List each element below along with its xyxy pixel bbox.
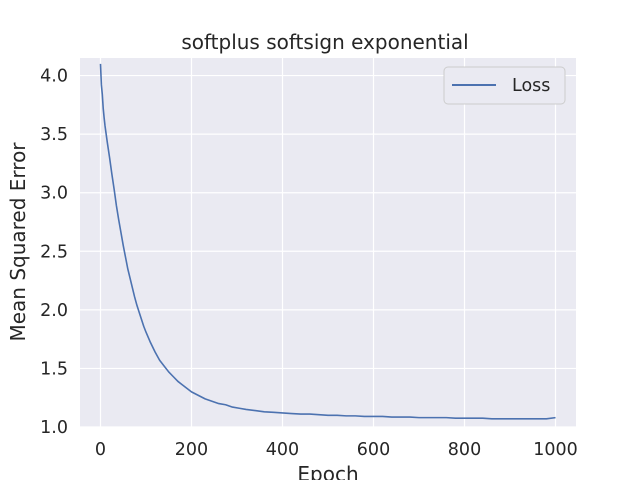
- x-tick-label: 400: [266, 440, 299, 460]
- x-tick-label: 800: [448, 440, 481, 460]
- legend: Loss: [443, 66, 566, 105]
- series-line-loss: [99, 63, 556, 420]
- y-tick-label: 2.0: [40, 301, 68, 321]
- legend-box: [443, 66, 566, 105]
- x-tick-label: 0: [95, 440, 106, 460]
- x-axis: 0 200 400 600 800 1000: [95, 440, 578, 460]
- y-tick-label: 4.0: [40, 67, 68, 87]
- y-tick-label: 3.0: [40, 184, 68, 204]
- plot-area: [80, 58, 576, 427]
- y-tick-label: 1.5: [40, 359, 68, 379]
- x-tick-label: 1000: [533, 440, 578, 460]
- legend-label-loss: Loss: [512, 76, 550, 96]
- x-tick-label: 200: [175, 440, 208, 460]
- x-axis-label: Epoch: [297, 462, 358, 480]
- series-layer: [99, 63, 556, 420]
- y-tick-label: 3.5: [40, 125, 68, 145]
- y-tick-label: 1.0: [40, 418, 68, 438]
- y-tick-label: 2.5: [40, 242, 68, 262]
- chart-title: softplus softsign exponential: [181, 30, 468, 54]
- y-axis-label: Mean Squared Error: [6, 142, 30, 342]
- x-tick-label: 600: [357, 440, 390, 460]
- y-axis: 1.0 1.5 2.0 2.5 3.0 3.5 4.0: [40, 67, 68, 438]
